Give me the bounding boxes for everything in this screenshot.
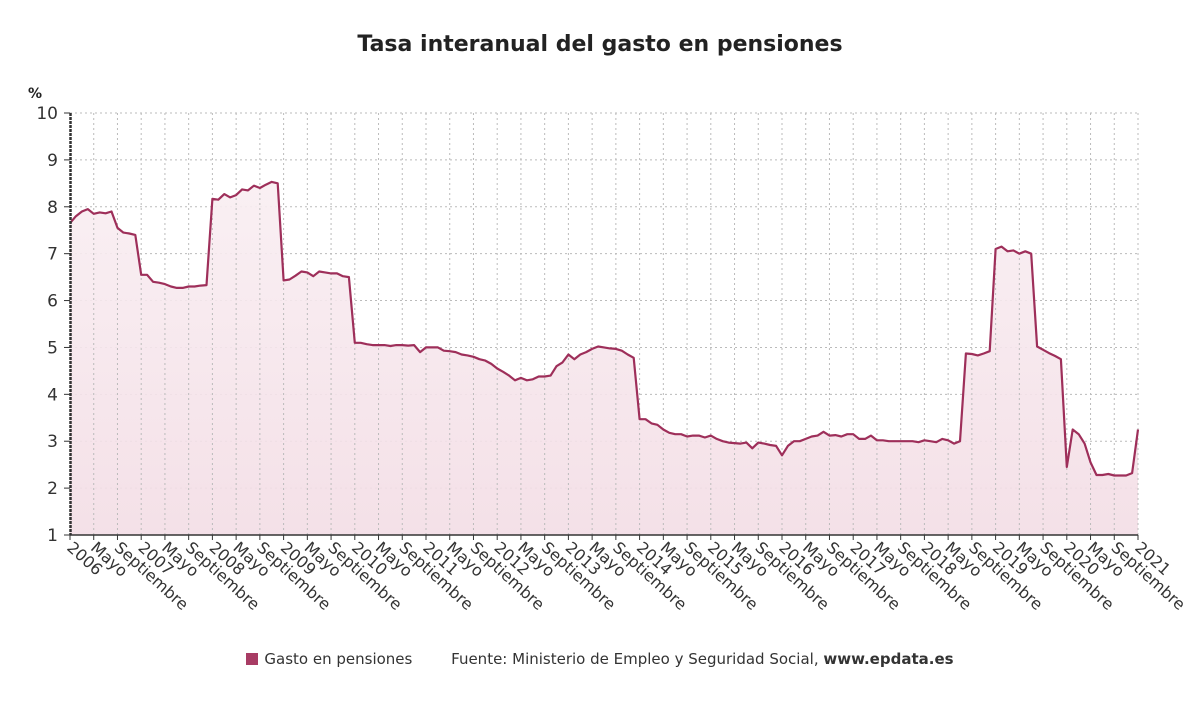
x-tick-labels: 2006MayoSeptiembre2007MayoSeptiembre2008…: [63, 535, 1189, 614]
chart-title: Tasa interanual del gasto en pensiones: [357, 32, 843, 57]
y-tick-labels: 1 2 3 4 5 6 7 8 9 10: [36, 104, 70, 546]
chart-footer: Gasto en pensiones Fuente: Ministerio de…: [0, 650, 1200, 668]
vertical-grid: [93, 113, 1139, 535]
y-tick-label: 2: [47, 479, 58, 499]
y-tick-label: 7: [47, 245, 58, 265]
y-tick-label: 6: [47, 292, 58, 312]
y-tick-label: 9: [47, 151, 58, 171]
y-tick-label: 5: [47, 338, 58, 358]
y-tick-label: 10: [36, 104, 58, 124]
series-area: [70, 181, 1138, 535]
line-chart: % 1 2 3 4 5 6 7 8 9 10 2006MayoSeptiembre2007Mayo…: [28, 86, 1189, 614]
series-line-gasto-en-pensiones: [69, 180, 1140, 477]
source-website: www.epdata.es: [823, 650, 954, 668]
y-tick-label: 3: [47, 432, 58, 452]
legend-label: Gasto en pensiones: [264, 650, 413, 668]
y-tick-label: 1: [47, 526, 58, 546]
y-tick-label: 8: [47, 198, 58, 218]
source-text: Fuente: Ministerio de Empleo y Seguridad…: [451, 650, 819, 668]
y-tick-label: 4: [47, 385, 58, 405]
legend-swatch: [246, 653, 259, 665]
y-axis-label: %: [28, 86, 42, 102]
